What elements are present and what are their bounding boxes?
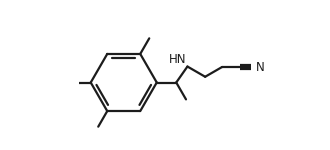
Text: N: N (256, 60, 265, 74)
Text: HN: HN (169, 53, 187, 66)
